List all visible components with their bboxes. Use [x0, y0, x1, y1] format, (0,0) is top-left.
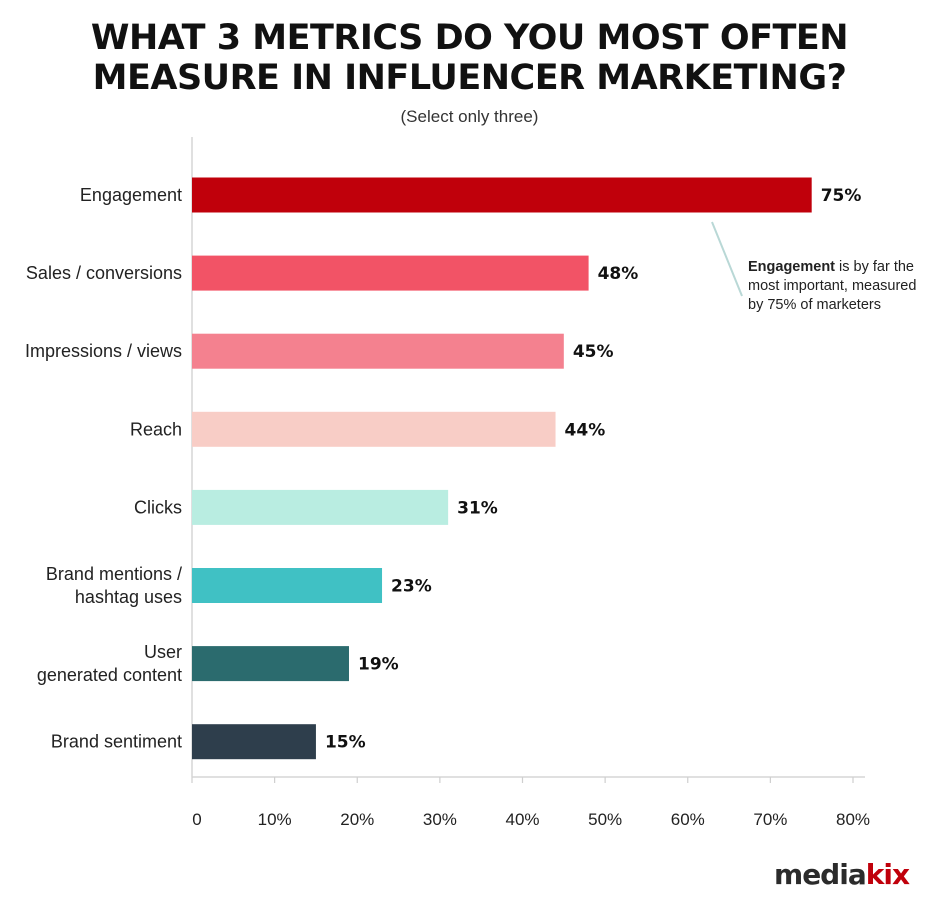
annotation-leader-line	[711, 221, 743, 297]
bar	[192, 177, 812, 213]
logo-part-2: kix	[865, 858, 910, 891]
logo-part-1: media	[774, 858, 867, 891]
annotation-bold: Engagement	[748, 259, 836, 275]
bar-value-label: 31%	[457, 498, 498, 518]
bar-value-label: 19%	[358, 655, 399, 675]
x-tick-label: 40%	[505, 810, 539, 829]
bar-value-label: 15%	[325, 733, 366, 753]
category-label: Sales / conversions	[26, 263, 182, 283]
x-tick-label: 0	[192, 810, 201, 829]
bar-value-label: 48%	[598, 264, 639, 284]
bar	[192, 724, 316, 760]
category-label: generated content	[37, 665, 182, 685]
category-label: Reach	[130, 419, 182, 439]
x-tick-label: 10%	[258, 810, 292, 829]
x-tick-label: 80%	[836, 810, 870, 829]
bar	[192, 255, 589, 291]
annotation-rest: is by far the most important, measured b…	[748, 259, 917, 313]
bar	[192, 489, 449, 525]
bar	[192, 333, 564, 369]
bar	[192, 411, 556, 447]
chart-title-line-2: MEASURE IN INFLUENCER MARKETING?	[92, 58, 847, 98]
category-label: Impressions / views	[25, 341, 182, 361]
bar-value-label: 44%	[565, 420, 606, 440]
annotation-text: Engagement is by far the most important,…	[748, 258, 918, 315]
mediakix-logo: mediakix	[774, 858, 910, 891]
category-label: User	[144, 642, 182, 662]
x-tick-label: 60%	[671, 810, 705, 829]
bar-value-label: 45%	[573, 342, 614, 362]
x-tick-label: 50%	[588, 810, 622, 829]
bar	[192, 568, 383, 603]
category-label: Engagement	[80, 185, 182, 205]
category-label: Brand mentions /	[46, 564, 182, 584]
bar	[192, 646, 349, 682]
chart-title-line-1: WHAT 3 METRICS DO YOU MOST OFTEN	[90, 18, 849, 58]
chart-title: WHAT 3 METRICS DO YOU MOST OFTEN MEASURE…	[0, 18, 939, 98]
category-label: hashtag uses	[75, 587, 182, 607]
x-tick-label: 70%	[753, 810, 787, 829]
bar-value-label: 75%	[821, 186, 862, 206]
x-tick-label: 30%	[423, 810, 457, 829]
category-label: Brand sentiment	[51, 732, 182, 752]
category-label: Clicks	[134, 497, 182, 517]
bar-value-label: 23%	[391, 577, 432, 597]
chart-subtitle: (Select only three)	[400, 107, 539, 126]
x-tick-label: 20%	[340, 810, 374, 829]
